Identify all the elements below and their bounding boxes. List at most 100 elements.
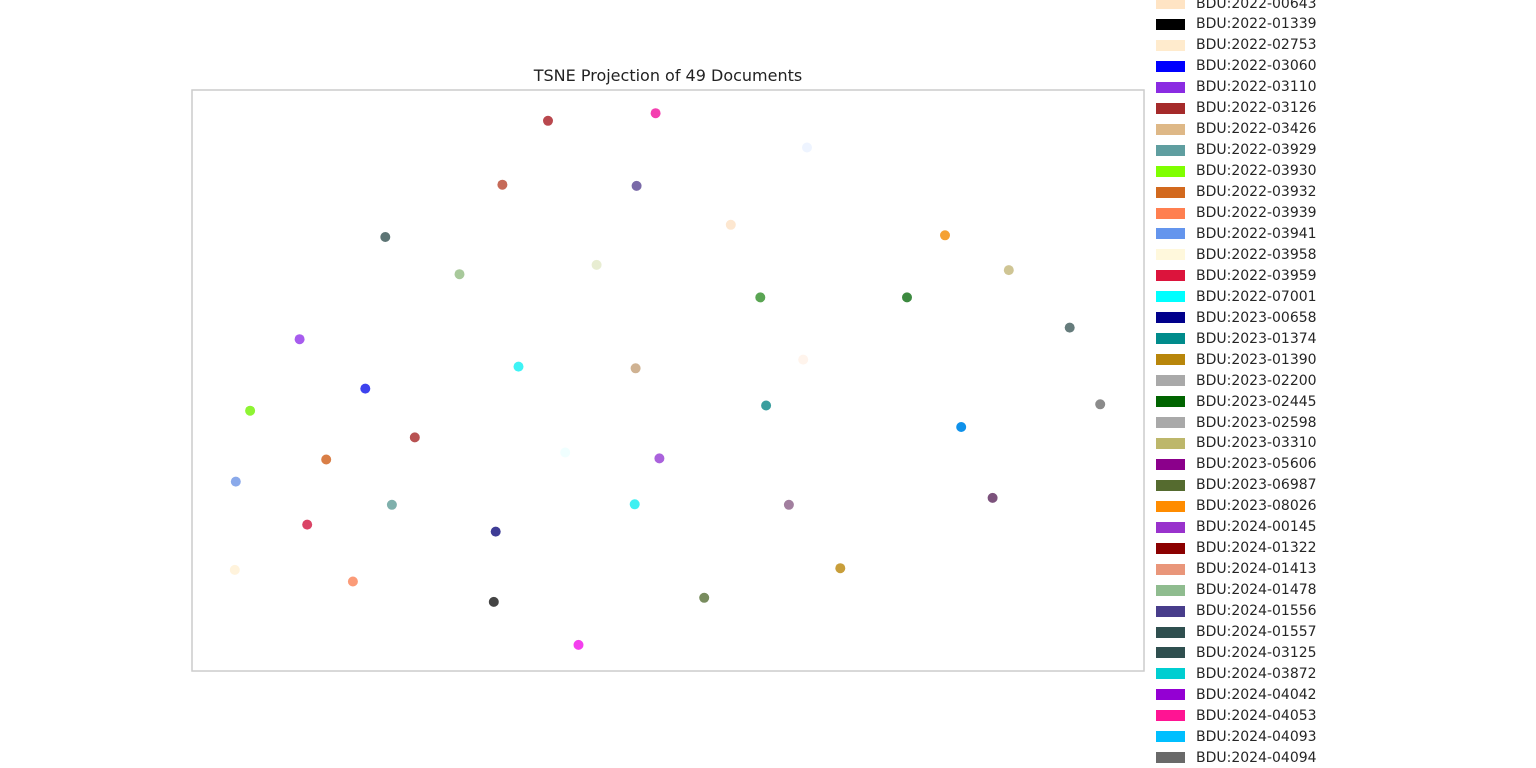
legend-swatch bbox=[1156, 39, 1185, 51]
legend-swatch bbox=[1156, 207, 1185, 219]
scatter-point bbox=[229, 564, 240, 575]
legend-label: BDU:2022-03060 bbox=[1196, 58, 1317, 75]
legend-label: BDU:2022-07001 bbox=[1196, 288, 1317, 305]
scatter-point bbox=[725, 219, 736, 230]
scatter-point bbox=[631, 180, 642, 191]
legend-item: BDU:2022-07001 bbox=[1156, 286, 1317, 307]
scatter-point bbox=[956, 422, 967, 432]
legend-swatch bbox=[1156, 333, 1185, 345]
scatter-point bbox=[294, 334, 305, 345]
plot-area-frame bbox=[191, 89, 1145, 672]
legend-swatch bbox=[1156, 228, 1185, 240]
scatter-point bbox=[497, 179, 508, 190]
scatter-point bbox=[835, 563, 846, 574]
legend-label: BDU:2022-03110 bbox=[1196, 79, 1317, 96]
legend-label: BDU:2024-00145 bbox=[1196, 519, 1317, 536]
legend-swatch bbox=[1156, 605, 1185, 617]
scatter-point bbox=[347, 576, 358, 587]
legend-item: BDU:2022-03959 bbox=[1156, 265, 1317, 286]
legend-item: BDU:2022-03929 bbox=[1156, 140, 1317, 161]
legend-label: BDU:2022-03941 bbox=[1196, 225, 1317, 242]
legend-swatch bbox=[1156, 186, 1185, 198]
legend-swatch bbox=[1156, 689, 1185, 701]
legend-label: BDU:2022-00643 bbox=[1196, 0, 1317, 12]
scatter-point bbox=[573, 639, 584, 650]
legend-item: BDU:2022-03958 bbox=[1156, 244, 1317, 265]
legend-label: BDU:2024-03872 bbox=[1196, 665, 1317, 682]
scatter-point bbox=[654, 453, 665, 464]
legend-label: BDU:2023-00658 bbox=[1196, 309, 1317, 326]
legend-label: BDU:2022-03958 bbox=[1196, 246, 1317, 263]
legend-item: BDU:2022-03110 bbox=[1156, 77, 1317, 98]
legend-item: BDU:2023-01390 bbox=[1156, 349, 1317, 370]
legend-swatch bbox=[1156, 312, 1185, 324]
scatter-point bbox=[987, 492, 998, 503]
legend-item: BDU:2022-03930 bbox=[1156, 161, 1317, 182]
legend-label: BDU:2022-03959 bbox=[1196, 267, 1317, 284]
legend-label: BDU:2024-04094 bbox=[1196, 749, 1317, 766]
legend-item: BDU:2023-03310 bbox=[1156, 433, 1317, 454]
scatter-point bbox=[1003, 265, 1014, 276]
legend-swatch bbox=[1156, 542, 1185, 554]
chart-title: TSNE Projection of 49 Documents bbox=[533, 66, 803, 85]
legend-label: BDU:2023-01390 bbox=[1196, 351, 1317, 368]
legend-item: BDU:2023-05606 bbox=[1156, 454, 1317, 475]
legend-swatch bbox=[1156, 668, 1185, 680]
scatter-point bbox=[360, 383, 371, 394]
legend-item: BDU:2024-03872 bbox=[1156, 663, 1317, 684]
legend-item: BDU:2024-00145 bbox=[1156, 517, 1317, 538]
legend-swatch bbox=[1156, 0, 1185, 9]
legend-item: BDU:2022-03939 bbox=[1156, 203, 1317, 224]
legend-swatch bbox=[1156, 291, 1185, 303]
legend-swatch bbox=[1156, 81, 1185, 93]
legend-swatch bbox=[1156, 584, 1185, 596]
legend-item: BDU:2022-02753 bbox=[1156, 35, 1317, 56]
legend-label: BDU:2023-02445 bbox=[1196, 393, 1317, 410]
legend-swatch bbox=[1156, 710, 1185, 722]
legend-label: BDU:2024-01557 bbox=[1196, 624, 1317, 640]
legend-swatch bbox=[1156, 731, 1185, 743]
scatter-point bbox=[302, 519, 313, 530]
scatter-point bbox=[380, 232, 391, 242]
scatter-point bbox=[761, 400, 772, 411]
legend-label: BDU:2024-01322 bbox=[1196, 540, 1317, 557]
legend-swatch bbox=[1156, 500, 1185, 512]
legend-item: BDU:2024-04053 bbox=[1156, 705, 1317, 726]
legend-swatch bbox=[1156, 60, 1185, 72]
legend-item: BDU:2022-03932 bbox=[1156, 182, 1317, 203]
legend-item: BDU:2022-03426 bbox=[1156, 119, 1317, 140]
legend-swatch bbox=[1156, 165, 1185, 177]
legend-swatch bbox=[1156, 123, 1185, 135]
legend-item: BDU:2024-03125 bbox=[1156, 642, 1317, 663]
scatter-point bbox=[630, 363, 641, 374]
legend-item: BDU:2024-04093 bbox=[1156, 726, 1317, 747]
legend-swatch bbox=[1156, 417, 1185, 428]
scatter-point bbox=[386, 499, 397, 510]
legend-item: BDU:2024-01322 bbox=[1156, 538, 1317, 559]
scatter-point bbox=[798, 354, 809, 365]
scatter-point bbox=[650, 108, 661, 119]
scatter-point bbox=[488, 596, 499, 607]
legend-item: BDU:2022-03060 bbox=[1156, 56, 1317, 77]
legend-item: BDU:2024-01413 bbox=[1156, 559, 1317, 580]
legend-label: BDU:2023-02200 bbox=[1196, 372, 1317, 389]
legend-label: BDU:2024-04093 bbox=[1196, 728, 1317, 745]
legend-item: BDU:2023-06987 bbox=[1156, 475, 1317, 496]
legend-swatch bbox=[1156, 144, 1185, 156]
legend-label: BDU:2024-01556 bbox=[1196, 603, 1317, 620]
legend-item: BDU:2023-02200 bbox=[1156, 370, 1317, 391]
scatter-point bbox=[699, 592, 710, 603]
scatter-point bbox=[513, 361, 524, 372]
legend-label: BDU:2022-03929 bbox=[1196, 142, 1317, 159]
legend-label: BDU:2023-02598 bbox=[1196, 414, 1317, 431]
scatter-point bbox=[629, 499, 640, 510]
legend-swatch bbox=[1156, 647, 1185, 659]
legend-label: BDU:2023-08026 bbox=[1196, 498, 1317, 515]
legend-swatch bbox=[1156, 354, 1185, 366]
legend-swatch bbox=[1156, 249, 1185, 261]
scatter-point bbox=[1095, 399, 1106, 410]
scatter-point bbox=[409, 432, 420, 443]
legend-item: BDU:2023-00658 bbox=[1156, 307, 1317, 328]
legend-label: BDU:2022-03932 bbox=[1196, 184, 1317, 201]
legend-label: BDU:2023-06987 bbox=[1196, 477, 1317, 494]
